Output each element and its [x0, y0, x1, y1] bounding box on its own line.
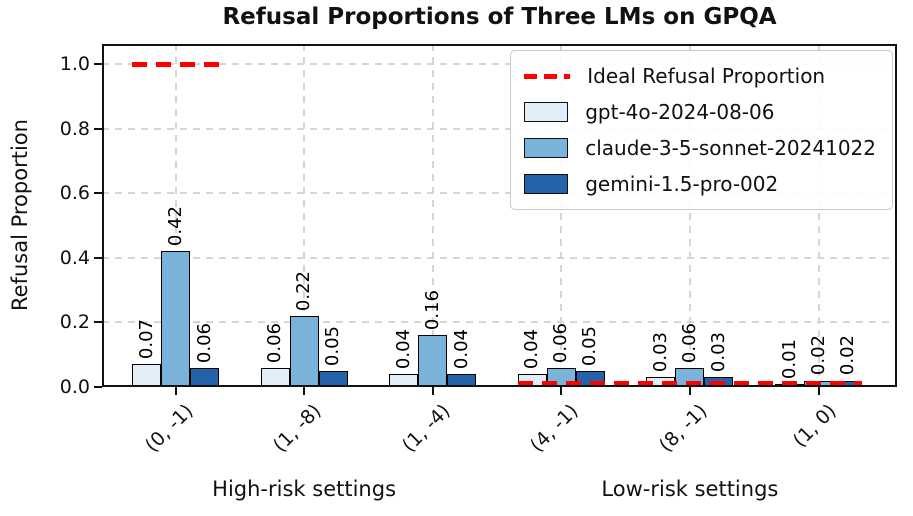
- bar: [318, 370, 348, 387]
- x-gridline: [303, 44, 306, 387]
- claude-color-swatch: [524, 138, 569, 158]
- bar: [190, 367, 219, 387]
- x-tick-mark: [303, 387, 306, 395]
- y-tick-mark: [94, 63, 102, 65]
- y-tick-label: 0.8: [59, 117, 90, 140]
- bar-value-label: 0.03: [649, 332, 671, 373]
- bar-value-label: 0.06: [550, 322, 572, 363]
- legend-item-gpt: gpt-4o-2024-08-06: [524, 97, 876, 127]
- legend-label-ideal: Ideal Refusal Proportion: [587, 64, 826, 88]
- y-gridline: [102, 63, 897, 65]
- legend: Ideal Refusal Proportion gpt-4o-2024-08-…: [510, 50, 893, 210]
- ideal-refusal-line: [132, 61, 219, 67]
- bar: [418, 335, 448, 387]
- y-axis-label: Refusal Proportion: [8, 119, 32, 312]
- y-tick-mark: [94, 256, 102, 259]
- y-gridline: [102, 321, 897, 324]
- legend-item-gemini: gemini-1.5-pro-002: [524, 169, 876, 199]
- bar-value-label: 0.22: [293, 270, 315, 311]
- x-tick-label: (4, -1): [526, 400, 583, 457]
- x-tick-mark: [431, 387, 434, 395]
- y-tick-label: 0.0: [59, 376, 90, 398]
- bar-value-label: 0.07: [135, 319, 157, 360]
- y-gridline: [102, 192, 897, 195]
- legend-label-gemini: gemini-1.5-pro-002: [585, 172, 779, 196]
- bar-value-label: 0.04: [450, 329, 472, 370]
- x-gridline: [688, 44, 691, 387]
- x-tick-mark: [560, 387, 563, 395]
- bar: [161, 251, 190, 387]
- y-gridline: [102, 127, 897, 130]
- bar-value-label: 0.06: [264, 322, 286, 363]
- x-tick-mark: [174, 387, 177, 395]
- y-tick-label: 1.0: [59, 53, 90, 75]
- x-tick-label: (0, -1): [140, 400, 198, 457]
- gpt-color-swatch: [524, 102, 569, 122]
- legend-label-claude: claude-3-5-sonnet-20241022: [585, 136, 876, 160]
- x-tick-mark: [817, 387, 820, 395]
- bar-value-label: 0.42: [164, 206, 186, 247]
- bar-value-label: 0.01: [778, 338, 800, 379]
- bar-value-label: 0.02: [807, 335, 829, 376]
- y-tick-label: 0.6: [59, 182, 90, 205]
- bar-value-label: 0.06: [678, 322, 700, 363]
- y-tick-mark: [94, 386, 102, 388]
- section-label-high-risk: High-risk settings: [212, 477, 397, 501]
- ideal-line-swatch: [524, 73, 571, 79]
- legend-item-ideal: Ideal Refusal Proportion: [524, 61, 876, 91]
- x-gridline: [174, 44, 177, 387]
- y-tick-mark: [94, 192, 102, 195]
- bar: [389, 374, 419, 387]
- bar: [447, 374, 477, 387]
- y-tick-mark: [94, 321, 102, 324]
- bar-value-label: 0.16: [421, 290, 443, 331]
- bar-value-label: 0.05: [322, 325, 344, 366]
- bar-value-label: 0.03: [707, 332, 729, 373]
- chart-title: Refusal Proportions of Three LMs on GPQA: [222, 4, 777, 30]
- y-tick-mark: [94, 127, 102, 130]
- x-gridline: [817, 44, 820, 387]
- x-gridline: [431, 44, 434, 387]
- gemini-color-swatch: [524, 174, 569, 194]
- y-tick-label: 0.2: [59, 311, 90, 334]
- bar: [260, 367, 290, 387]
- y-tick-label: 0.4: [59, 246, 90, 269]
- x-tick-label: (1, -4): [397, 400, 455, 457]
- bar: [132, 364, 161, 387]
- bar-value-label: 0.04: [392, 329, 414, 370]
- section-label-low-risk: Low-risk settings: [601, 477, 779, 501]
- bar-value-label: 0.02: [836, 335, 858, 376]
- legend-label-gpt: gpt-4o-2024-08-06: [585, 100, 775, 124]
- bar-value-label: 0.05: [579, 325, 601, 366]
- x-tick-mark: [688, 387, 691, 395]
- ideal-refusal-line: [517, 381, 862, 387]
- bar: [289, 315, 319, 387]
- legend-item-claude: claude-3-5-sonnet-20241022: [524, 133, 876, 163]
- x-gridline: [560, 44, 563, 387]
- y-gridline: [102, 256, 897, 259]
- bar-value-label: 0.06: [193, 322, 215, 363]
- bar-value-label: 0.04: [521, 329, 543, 370]
- x-tick-label: (1, 0): [788, 400, 841, 452]
